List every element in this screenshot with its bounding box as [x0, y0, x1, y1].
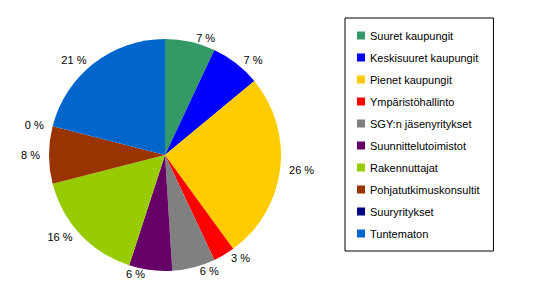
svg-text:SGY:n jäsenyritykset: SGY:n jäsenyritykset — [370, 118, 472, 130]
svg-text:26 %: 26 % — [289, 164, 314, 176]
svg-text:21 %: 21 % — [61, 54, 86, 66]
svg-text:Pohjatutkimuskonsultit: Pohjatutkimuskonsultit — [370, 184, 479, 196]
svg-text:Keskisuuret kaupungit: Keskisuuret kaupungit — [370, 52, 478, 64]
svg-text:6 %: 6 % — [126, 268, 145, 280]
svg-text:Tuntematon: Tuntematon — [370, 228, 428, 240]
svg-text:Pienet kaupungit: Pienet kaupungit — [370, 74, 452, 86]
svg-text:3 %: 3 % — [231, 252, 250, 264]
svg-text:Rakennuttajat: Rakennuttajat — [370, 162, 438, 174]
svg-text:Suunnittelutoimistot: Suunnittelutoimistot — [370, 140, 466, 152]
svg-text:16 %: 16 % — [47, 231, 72, 243]
svg-text:8 %: 8 % — [21, 149, 40, 161]
svg-text:0 %: 0 % — [25, 119, 44, 131]
svg-text:Suuret kaupungit: Suuret kaupungit — [370, 30, 453, 42]
svg-text:7 %: 7 % — [244, 54, 263, 66]
svg-text:Suuryritykset: Suuryritykset — [370, 206, 434, 218]
svg-text:7 %: 7 % — [196, 32, 215, 44]
svg-text:6 %: 6 % — [200, 265, 219, 277]
svg-text:Ympäristöhallinto: Ympäristöhallinto — [370, 96, 454, 108]
